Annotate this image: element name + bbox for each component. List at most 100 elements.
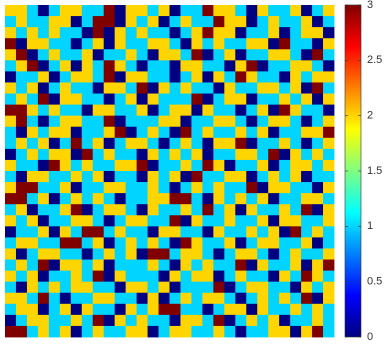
- cell: [48, 204, 61, 216]
- cell: [323, 226, 335, 238]
- cell: [235, 171, 247, 183]
- cell: [59, 259, 72, 271]
- cell: [290, 104, 302, 117]
- cell: [224, 82, 236, 94]
- cell: [257, 16, 269, 28]
- cell: [312, 38, 324, 50]
- cell: [257, 104, 269, 117]
- cell: [246, 93, 258, 105]
- cell: [114, 226, 127, 238]
- cell: [136, 292, 148, 305]
- cell: [136, 104, 148, 117]
- cell: [180, 82, 192, 94]
- cell: [213, 115, 225, 128]
- cell: [235, 148, 247, 161]
- cell: [136, 270, 148, 283]
- cell: [136, 171, 148, 183]
- cell: [290, 325, 302, 338]
- cell: [114, 82, 127, 94]
- cell: [125, 137, 137, 150]
- cell: [235, 60, 247, 72]
- cell: [290, 115, 302, 128]
- cell: [169, 314, 181, 327]
- cell: [136, 159, 148, 172]
- cell: [158, 281, 170, 294]
- cell: [279, 259, 291, 271]
- cell: [136, 248, 148, 260]
- cell: [224, 193, 236, 205]
- cell: [301, 82, 313, 94]
- cell: [136, 237, 148, 249]
- cell: [323, 193, 335, 205]
- cell: [103, 71, 116, 83]
- cell: [279, 237, 291, 249]
- cell: [15, 226, 28, 238]
- cell: [246, 193, 258, 205]
- cell: [59, 270, 72, 283]
- cell: [279, 5, 291, 17]
- cell: [257, 215, 269, 227]
- cell: [26, 204, 39, 216]
- cell: [312, 126, 324, 139]
- cell: [312, 226, 324, 238]
- cell: [279, 171, 291, 183]
- cell: [15, 60, 28, 72]
- cell: [70, 16, 83, 28]
- cell: [15, 193, 28, 205]
- cell: [312, 204, 324, 216]
- cell: [70, 27, 83, 39]
- cell: [268, 104, 280, 117]
- cell: [26, 82, 39, 94]
- cell: [290, 259, 302, 271]
- cell: [15, 325, 28, 338]
- cell: [279, 104, 291, 117]
- cell: [26, 237, 39, 249]
- cell: [147, 281, 159, 294]
- cell: [235, 270, 247, 283]
- cell: [37, 270, 50, 283]
- cell: [59, 204, 72, 216]
- cell: [235, 215, 247, 227]
- cell: [158, 104, 170, 117]
- cell: [114, 38, 127, 50]
- cell: [224, 226, 236, 238]
- cell: [246, 325, 258, 338]
- cell: [323, 82, 335, 94]
- cell: [103, 204, 116, 216]
- cell: [5, 215, 17, 227]
- cell: [224, 126, 236, 139]
- cell: [169, 259, 181, 271]
- cell: [279, 292, 291, 305]
- cell: [301, 148, 313, 161]
- cell: [48, 193, 61, 205]
- cell: [202, 104, 214, 117]
- cell: [169, 237, 181, 249]
- cell: [246, 159, 258, 172]
- cell: [136, 71, 148, 83]
- cell: [147, 303, 159, 316]
- cell: [125, 270, 137, 283]
- cell: [92, 71, 105, 83]
- cell: [169, 137, 181, 150]
- cell: [180, 148, 192, 161]
- cell: [92, 126, 105, 139]
- cell: [312, 16, 324, 28]
- cell: [180, 93, 192, 105]
- cell: [147, 215, 159, 227]
- cell: [213, 237, 225, 249]
- cell: [312, 193, 324, 205]
- cell: [268, 171, 280, 183]
- cell: [48, 248, 61, 260]
- cell: [213, 16, 225, 28]
- cell: [114, 5, 127, 17]
- cell: [290, 270, 302, 283]
- cell: [92, 16, 105, 28]
- cell: [48, 38, 61, 50]
- cell: [147, 182, 159, 194]
- cell: [48, 82, 61, 94]
- cell: [180, 248, 192, 260]
- cell: [15, 270, 28, 283]
- cell: [235, 303, 247, 316]
- cell: [5, 325, 17, 338]
- cell: [59, 115, 72, 128]
